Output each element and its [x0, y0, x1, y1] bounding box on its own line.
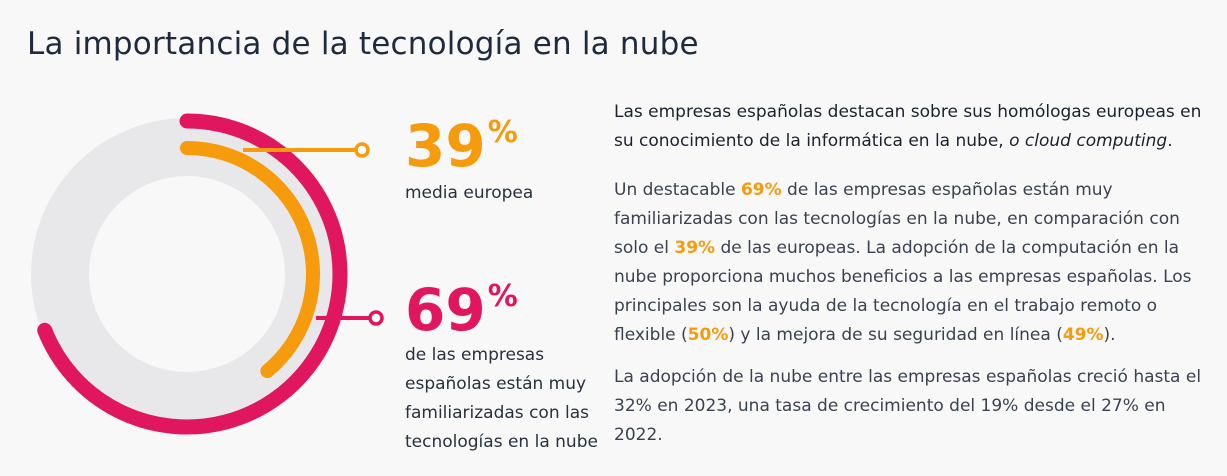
- lead-paragraph: Las empresas españolas destacan sobre su…: [614, 98, 1204, 156]
- body-text: Un destacable: [614, 180, 741, 200]
- lead-text: Las empresas españolas destacan sobre su…: [614, 102, 1202, 151]
- stat-european-desc: media europea: [405, 183, 534, 203]
- stat-european-percent-sign: %: [487, 115, 518, 150]
- stat-spanish-desc-line: de las empresas: [405, 345, 545, 365]
- stat-european: 39% media europea: [405, 115, 534, 208]
- radial-bar-69: [37, 113, 348, 435]
- text-column: Las empresas españolas destacan sobre su…: [614, 98, 1204, 463]
- body-paragraph-1: Un destacable 69% de las empresas españo…: [614, 176, 1204, 350]
- body-text: de las europeas. La adopción de la compu…: [614, 238, 1192, 345]
- highlight-49: 49%: [1062, 325, 1104, 345]
- highlight-69: 69%: [740, 180, 782, 200]
- page-title: La importancia de la tecnología en la nu…: [27, 26, 699, 62]
- body-paragraph-2: La adopción de la nube entre las empresa…: [614, 367, 1202, 445]
- body-text: ).: [1103, 325, 1116, 345]
- stat-spanish-value: 69: [405, 276, 486, 344]
- stat-spanish-percent-sign: %: [487, 279, 518, 314]
- highlight-39: 39%: [674, 238, 716, 258]
- radial-bar-39: [180, 141, 320, 379]
- stat-spanish-desc-line: familiarizadas con las: [405, 403, 589, 423]
- lead-italic: o cloud computing: [1009, 131, 1168, 151]
- stat-spanish: 69% de las empresas españolas están muy …: [405, 279, 605, 457]
- radial-chart: [31, 113, 384, 435]
- leader-dot-69: [368, 310, 384, 326]
- body-text: de las empresas españolas están muy fami…: [614, 180, 1180, 258]
- stat-european-value: 39: [405, 112, 486, 180]
- highlight-50: 50%: [687, 325, 729, 345]
- stat-spanish-desc: de las empresas españolas están muy fami…: [405, 341, 605, 457]
- stat-spanish-desc-line: tecnologías en la nube: [405, 432, 598, 452]
- leader-dot-39: [354, 142, 370, 158]
- lead-text-end: .: [1167, 131, 1173, 151]
- body-text: ) y la mejora de su seguridad en línea (: [728, 325, 1063, 345]
- stat-spanish-desc-line: españolas están muy: [405, 374, 587, 394]
